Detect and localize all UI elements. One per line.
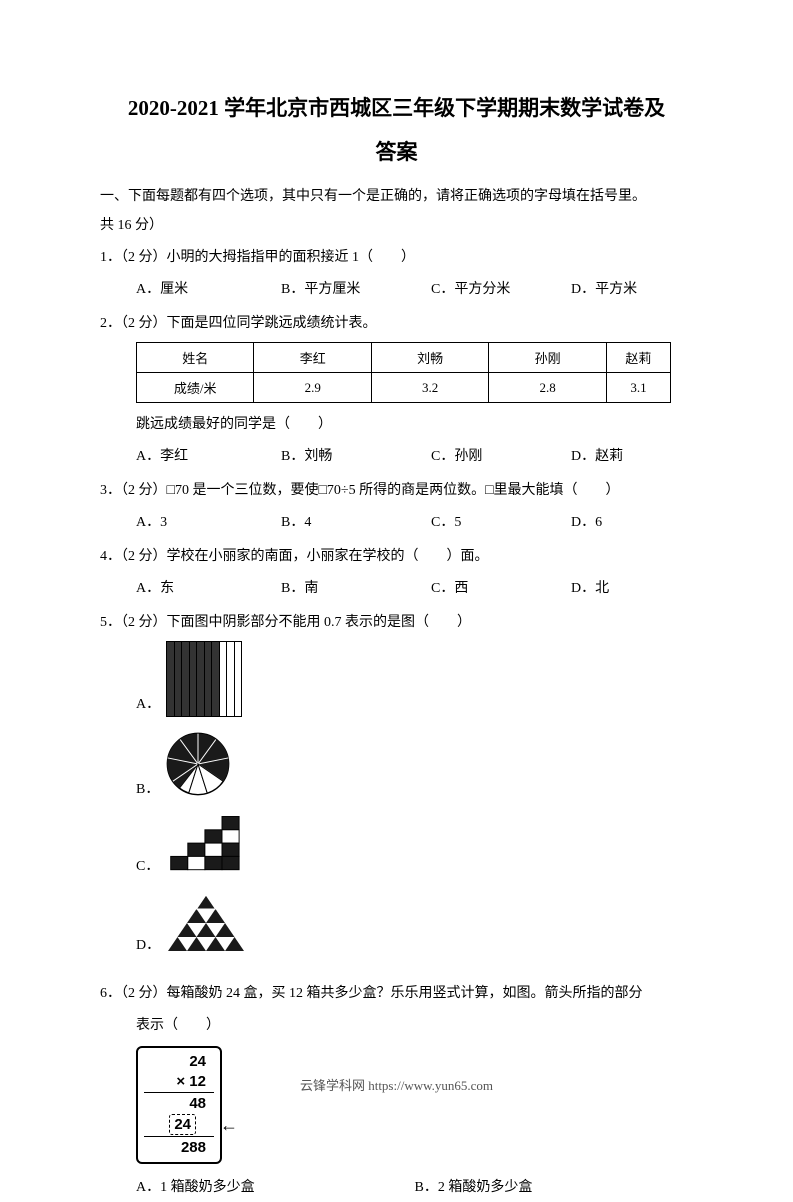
- question-6-text2: 表示（ ）: [100, 1012, 693, 1040]
- calc-line-3: 48: [144, 1094, 214, 1114]
- question-3-options: A．3 B．4 C．5 D．6: [100, 509, 693, 537]
- q1-option-b: B．平方厘米: [281, 276, 431, 304]
- q1-option-d: D．平方米: [571, 276, 671, 304]
- q2-subtext: 跳远成绩最好的同学是（ ）: [100, 411, 693, 439]
- question-3-text: 3．（2 分）□70 是一个三位数，要使□70÷5 所得的商是两位数。□里最大能…: [100, 477, 693, 505]
- q5-b-label: B．: [136, 778, 159, 802]
- q5-d-label: D．: [136, 934, 160, 958]
- vertical-calculation: 24 × 12 48 24 ← 288: [100, 1046, 693, 1164]
- question-6-text: 6．（2 分）每箱酸奶 24 盒，买 12 箱共多少盒？乐乐用竖式计算，如图。箭…: [100, 980, 693, 1008]
- q3-option-b: B．4: [281, 509, 431, 537]
- th-student-1: 李红: [254, 343, 371, 373]
- th-name: 姓名: [137, 343, 254, 373]
- question-4-options: A．东 B．南 C．西 D．北: [100, 575, 693, 603]
- calc-line-1: 24: [144, 1052, 214, 1072]
- q2-table: 姓名 李红 刘畅 孙刚 赵莉 成绩/米 2.9 3.2 2.8 3.1: [100, 342, 693, 403]
- q5-option-c: C．: [136, 816, 426, 879]
- td-val-3: 2.8: [489, 373, 606, 403]
- td-val-4: 3.1: [606, 373, 670, 403]
- q3-option-a: A．3: [136, 509, 281, 537]
- question-1-options: A．厘米 B．平方厘米 C．平方分米 D．平方米: [100, 276, 693, 304]
- q4-option-d: D．北: [571, 575, 671, 603]
- q5-c-label: C．: [136, 855, 159, 879]
- triangle-figure: [166, 893, 246, 958]
- page-footer: 云锋学科网 https://www.yun65.com: [0, 1075, 793, 1094]
- q1-option-c: C．平方分米: [431, 276, 571, 304]
- q5-option-d: D．: [136, 893, 426, 958]
- staircase-figure: [165, 816, 241, 879]
- q4-option-b: B．南: [281, 575, 431, 603]
- calc-line-5: 288: [144, 1138, 214, 1158]
- section-1-header: 一、下面每题都有四个选项，其中只有一个是正确的，请将正确选项的字母填在括号里。: [100, 184, 693, 211]
- q2-option-c: C．孙刚: [431, 443, 571, 471]
- calc-line-4: 24: [169, 1114, 196, 1136]
- question-5-text: 5．（2 分）下面图中阴影部分不能用 0.7 表示的是图（ ）: [100, 609, 693, 637]
- q1-option-a: A．厘米: [136, 276, 281, 304]
- th-student-2: 刘畅: [371, 343, 488, 373]
- q3-option-d: D．6: [571, 509, 671, 537]
- table-header-row: 姓名 李红 刘畅 孙刚 赵莉: [137, 343, 671, 373]
- question-5-options: A． B．: [100, 641, 693, 972]
- arrow-icon: ←: [220, 1114, 238, 1137]
- q2-option-a: A．李红: [136, 443, 281, 471]
- th-student-4: 赵莉: [606, 343, 670, 373]
- q5-a-label: A．: [136, 693, 160, 717]
- q5-option-a: A．: [136, 641, 426, 717]
- page-title: 2020-2021 学年北京市西城区三年级下学期期末数学试卷及: [100, 90, 693, 128]
- q4-option-c: C．西: [431, 575, 571, 603]
- question-2-text: 2．（2 分）下面是四位同学跳远成绩统计表。: [100, 310, 693, 338]
- q2-option-d: D．赵莉: [571, 443, 671, 471]
- stripes-figure: [166, 641, 242, 717]
- q4-option-a: A．东: [136, 575, 281, 603]
- q3-option-c: C．5: [431, 509, 571, 537]
- question-6-options: A．1 箱酸奶多少盒 B．2 箱酸奶多少盒: [100, 1174, 693, 1202]
- q2-option-b: B．刘畅: [281, 443, 431, 471]
- td-val-2: 3.2: [371, 373, 488, 403]
- question-2-options: A．李红 B．刘畅 C．孙刚 D．赵莉: [100, 443, 693, 471]
- table-data-row: 成绩/米 2.9 3.2 2.8 3.1: [137, 373, 671, 403]
- th-student-3: 孙刚: [489, 343, 606, 373]
- page-subtitle: 答案: [100, 136, 693, 166]
- q5-option-b: B．: [136, 731, 426, 802]
- q6-option-a: A．1 箱酸奶多少盒: [136, 1174, 415, 1202]
- pie-figure: [165, 731, 231, 802]
- td-label: 成绩/米: [137, 373, 254, 403]
- question-1-text: 1．（2 分）小明的大拇指指甲的面积接近 1（ ）: [100, 244, 693, 272]
- section-1-points: 共 16 分）: [100, 214, 693, 234]
- question-4-text: 4．（2 分）学校在小丽家的南面，小丽家在学校的（ ）面。: [100, 543, 693, 571]
- td-val-1: 2.9: [254, 373, 371, 403]
- q6-option-b: B．2 箱酸奶多少盒: [415, 1174, 694, 1202]
